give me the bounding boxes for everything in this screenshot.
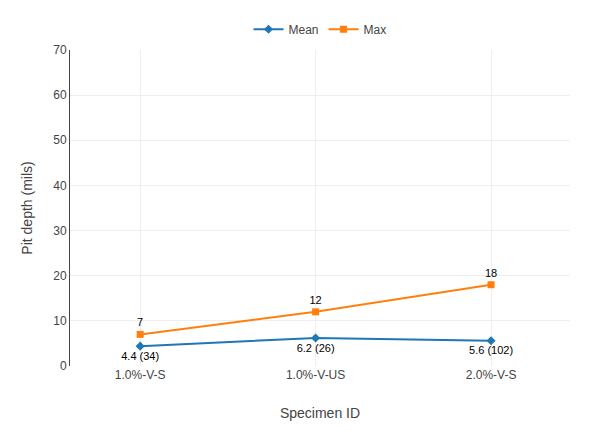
svg-text:10: 10 bbox=[53, 314, 67, 328]
svg-text:4.4 (34): 4.4 (34) bbox=[121, 350, 159, 362]
svg-text:0: 0 bbox=[60, 359, 67, 373]
svg-text:Mean: Mean bbox=[289, 23, 319, 37]
svg-text:1.0%-V-US: 1.0%-V-US bbox=[286, 368, 345, 382]
svg-text:Max: Max bbox=[364, 23, 387, 37]
svg-text:2.0%-V-S: 2.0%-V-S bbox=[466, 368, 517, 382]
svg-text:18: 18 bbox=[485, 267, 497, 279]
svg-text:40: 40 bbox=[53, 179, 67, 193]
svg-text:1.0%-V-S: 1.0%-V-S bbox=[115, 368, 166, 382]
svg-text:60: 60 bbox=[53, 88, 67, 102]
svg-text:6.2 (26): 6.2 (26) bbox=[297, 342, 335, 354]
svg-text:20: 20 bbox=[53, 269, 67, 283]
svg-text:70: 70 bbox=[53, 43, 67, 57]
svg-text:50: 50 bbox=[53, 133, 67, 147]
svg-text:30: 30 bbox=[53, 224, 67, 238]
svg-text:5.6 (102): 5.6 (102) bbox=[469, 344, 513, 356]
svg-text:12: 12 bbox=[309, 294, 321, 306]
svg-text:Pit depth (mils): Pit depth (mils) bbox=[19, 161, 35, 254]
svg-text:7: 7 bbox=[137, 316, 143, 328]
svg-text:Specimen ID: Specimen ID bbox=[280, 405, 360, 421]
